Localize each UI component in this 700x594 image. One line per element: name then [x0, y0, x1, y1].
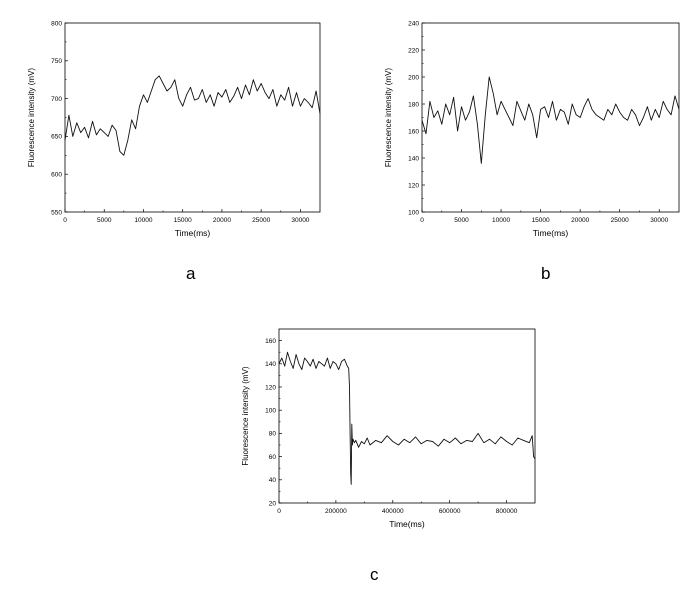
y-tick-label: 120 [408, 182, 419, 189]
series-line [64, 75, 321, 156]
y-tick-label: 80 [269, 431, 277, 438]
y-tick-label: 140 [408, 155, 419, 162]
panel-label-b: b [541, 264, 551, 283]
y-tick-label: 40 [269, 477, 277, 484]
x-tick-label: 20000 [571, 217, 589, 224]
y-tick-label: 100 [265, 408, 276, 415]
x-tick-label: 600000 [439, 508, 461, 515]
x-tick-label: 0 [63, 217, 67, 224]
panel-label-c: c [370, 565, 379, 584]
y-tick-label: 180 [408, 101, 419, 108]
x-tick-label: 0 [277, 508, 281, 515]
x-tick-label: 30000 [650, 217, 668, 224]
chart-b: 0 5000 10000 15000 20000 25000 30000 100 120 140 1… [384, 20, 680, 238]
y-axis-label: Fluorescence intensity (mV) [241, 366, 250, 465]
plot-frame [64, 22, 321, 213]
x-tick-label: 400000 [382, 508, 404, 515]
x-tick-label: 25000 [252, 217, 270, 224]
y-axis-label: Fluorescence intensity (mV) [384, 68, 393, 167]
y-tick-label: 100 [408, 209, 419, 216]
y-tick-label: 160 [265, 338, 276, 345]
x-axis-label: Time(ms) [389, 519, 425, 529]
y-tick-label: 240 [408, 20, 419, 27]
x-tick-label: 0 [420, 217, 424, 224]
series-line [421, 76, 680, 164]
y-tick-label: 120 [265, 384, 276, 391]
x-tick-label: 5000 [454, 217, 469, 224]
x-tick-label: 5000 [97, 217, 112, 224]
y-tick-label: 140 [265, 361, 276, 368]
x-axis-label: Time(ms) [175, 228, 211, 238]
series-line [278, 351, 536, 485]
x-tick-label: 10000 [492, 217, 510, 224]
x-tick-label: 10000 [134, 217, 152, 224]
y-tick-label: 800 [51, 20, 62, 27]
x-axis-label: Time(ms) [533, 228, 569, 238]
y-tick-label: 220 [408, 47, 419, 54]
x-tick-label: 800000 [496, 508, 518, 515]
x-tick-label: 15000 [174, 217, 192, 224]
x-tick-label: 200000 [325, 508, 347, 515]
y-tick-label: 200 [408, 74, 419, 81]
x-tick-label: 20000 [213, 217, 231, 224]
chart-a: 0 5000 10000 15000 20000 25000 30000 550 600 650 7… [27, 20, 321, 238]
y-tick-label: 550 [51, 209, 62, 216]
x-tick-label: 15000 [532, 217, 550, 224]
y-tick-label: 60 [269, 454, 277, 461]
y-tick-label: 20 [269, 500, 277, 507]
x-tick-label: 25000 [611, 217, 629, 224]
panel-label-a: a [186, 264, 196, 283]
y-tick-label: 650 [51, 134, 62, 141]
y-tick-label: 750 [51, 58, 62, 65]
plot-frame [421, 22, 680, 213]
y-tick-label: 700 [51, 96, 62, 103]
plot-frame [278, 328, 536, 504]
chart-c: 0 200000 400000 600000 800000 20 40 60 80 100 120 1… [241, 328, 536, 529]
y-tick-label: 600 [51, 172, 62, 179]
y-axis-label: Fluorescence intensity (mV) [27, 68, 36, 167]
x-tick-label: 30000 [291, 217, 309, 224]
y-tick-label: 160 [408, 128, 419, 135]
